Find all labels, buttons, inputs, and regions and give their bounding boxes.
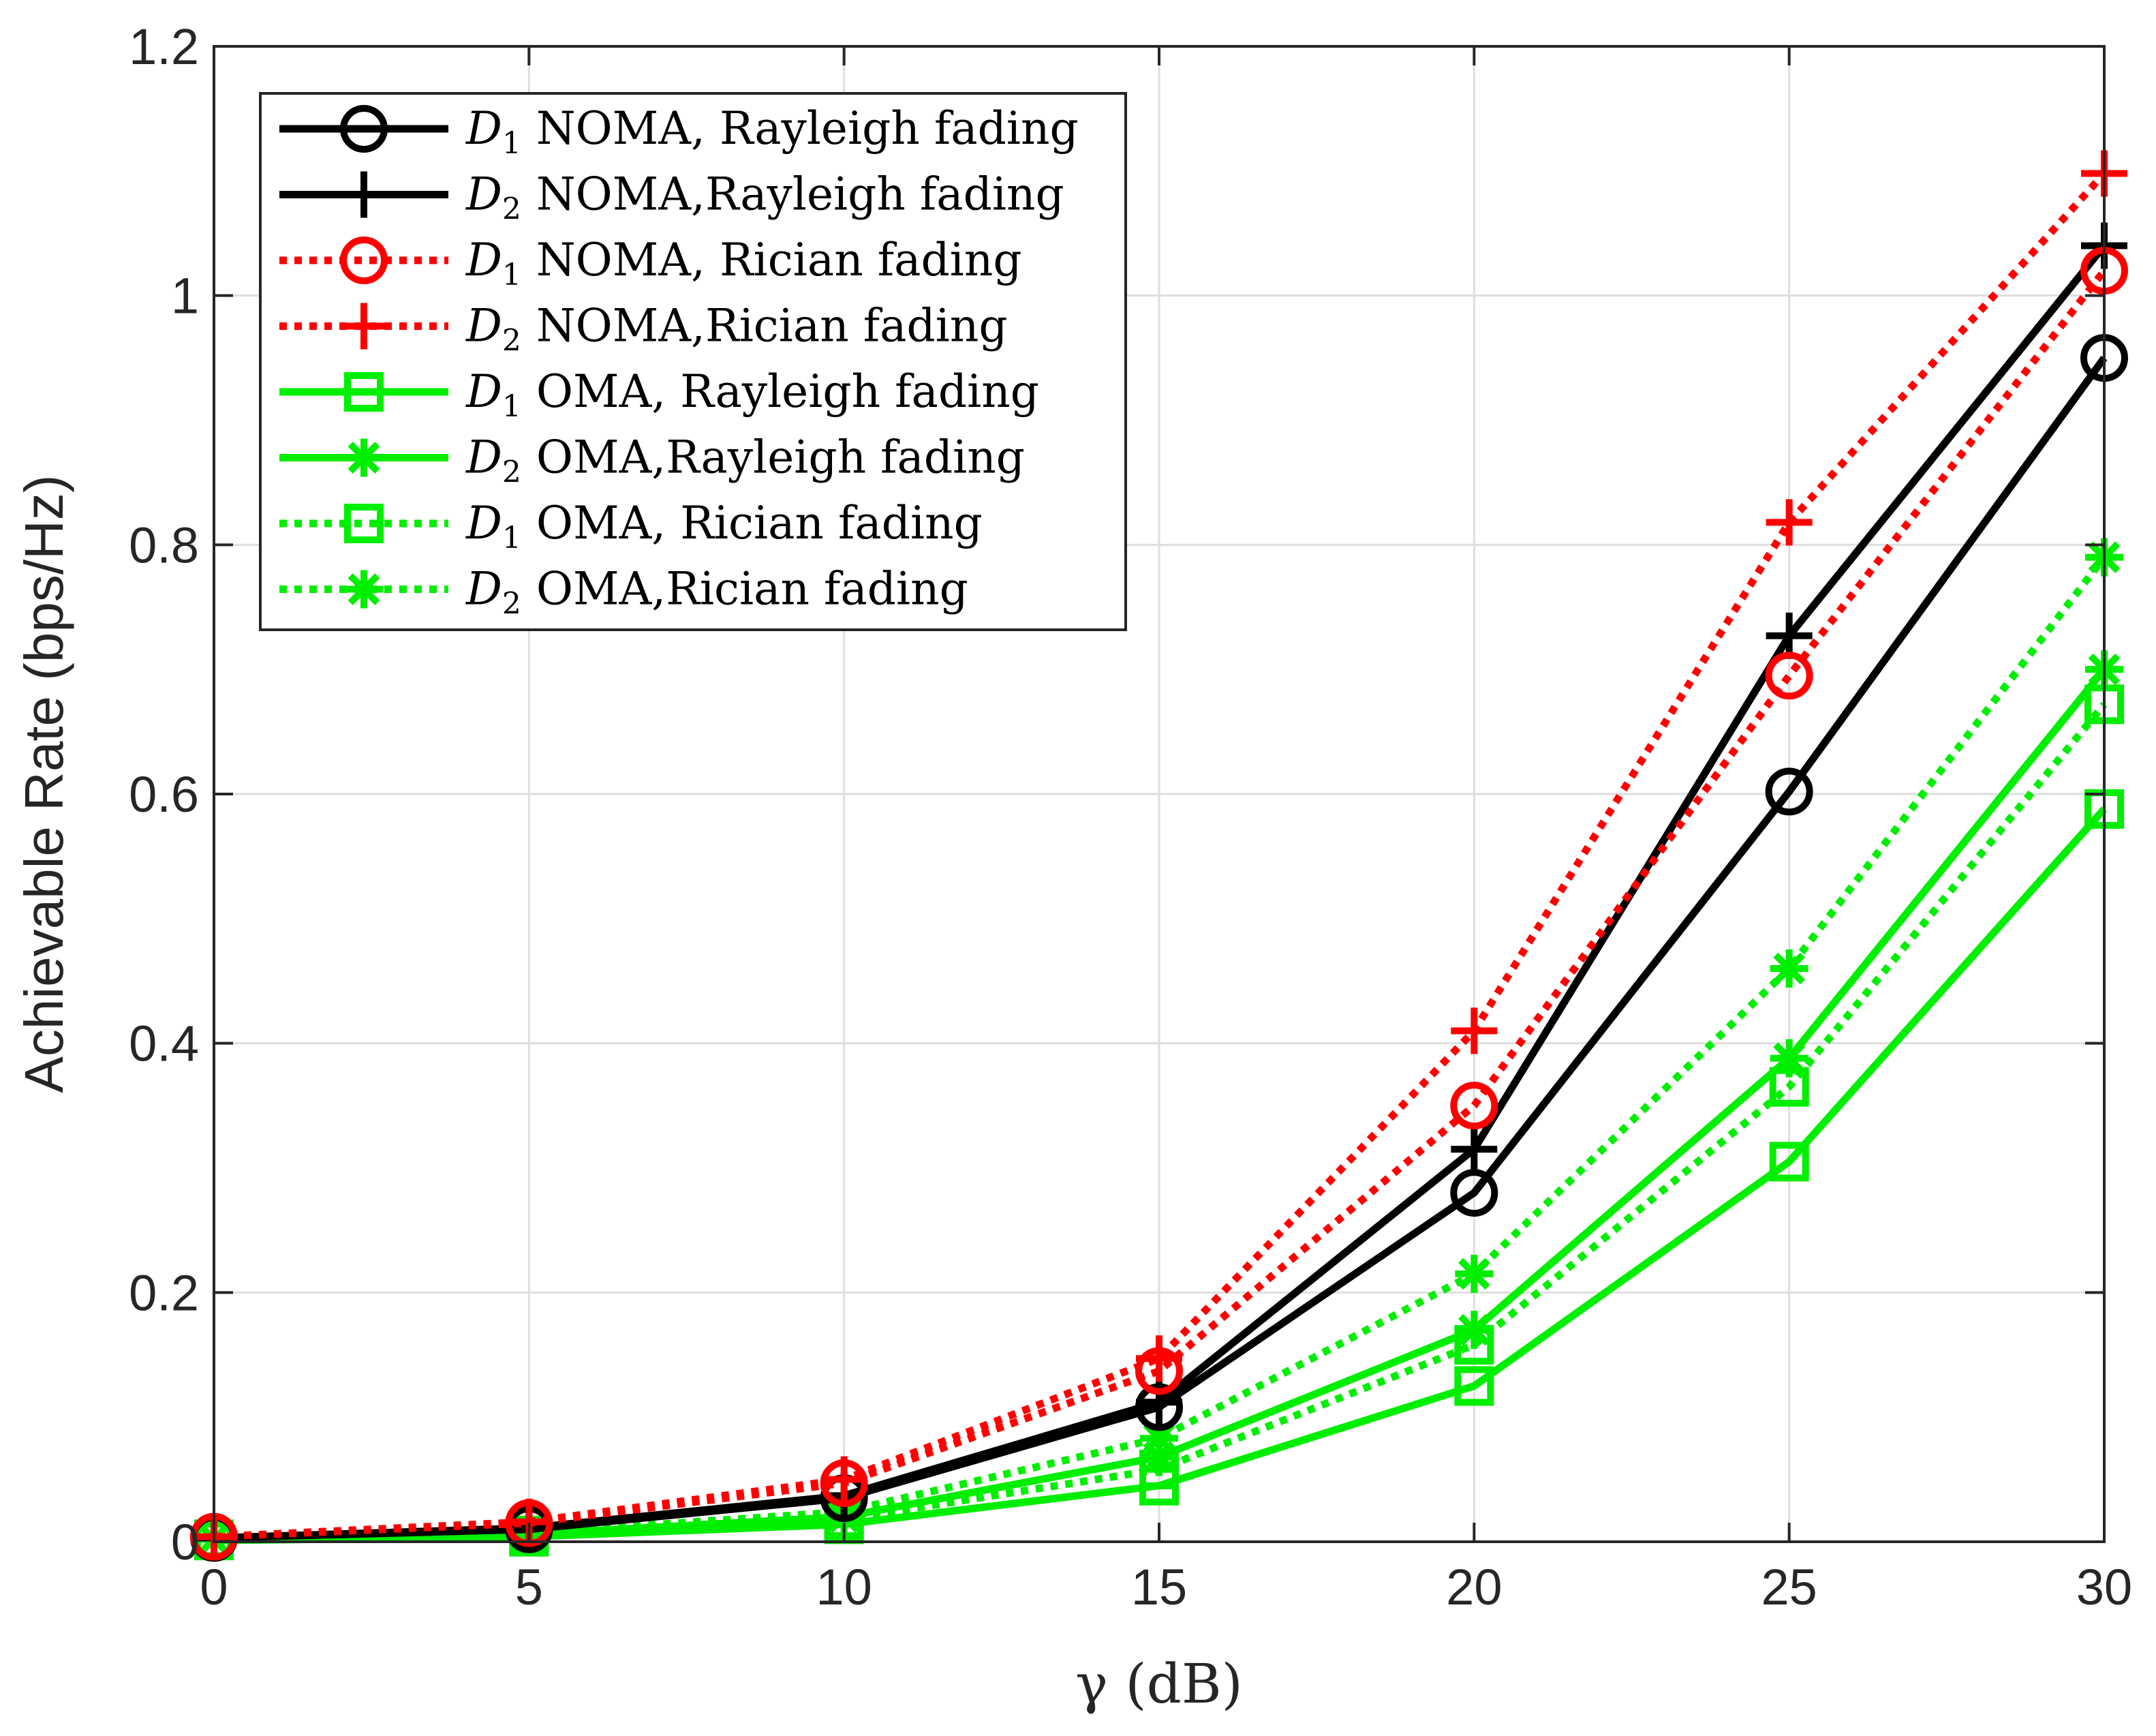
legend-var: D [465,497,502,549]
data-point-marker [1770,1039,1808,1078]
y-tick-label: 1.2 [129,18,199,75]
legend-entry: D2 OMA,Rician fading [279,563,968,622]
legend-subscript: 2 [502,455,521,490]
legend-entry: D1 NOMA, Rician fading [279,234,1022,292]
data-point-marker [1136,1335,1182,1382]
legend-text: OMA, Rician fading [536,497,983,549]
data-point-marker [1769,1142,1809,1182]
y-tick-label: 0.8 [129,517,199,573]
tick-labels: 0 5 10 15 20 25 30 0 0.2 0.4 0.6 0.8 1 1.2 [129,18,2132,1615]
legend-label: D2 NOMA,Rician fading [465,300,1008,359]
legend-var: D [465,234,502,286]
legend-subscript: 2 [502,324,521,359]
x-tick-label: 30 [2076,1559,2132,1615]
legend-text: NOMA, Rician fading [536,234,1022,286]
x-tick-label: 15 [1131,1559,1187,1615]
legend-text: NOMA, Rayleigh fading [536,102,1079,155]
data-point-marker [1455,1254,1494,1293]
legend-label: D1 OMA, Rician fading [465,497,983,555]
data-point-marker [1766,499,1813,546]
legend-text: OMA,Rayleigh fading [536,431,1025,484]
data-point-marker [1770,949,1808,988]
legend-marker [344,372,384,412]
x-axis-label: γ (dB) [1075,1652,1243,1716]
legend-entry: D2 NOMA,Rayleigh fading [279,168,1064,227]
x-tick-label: 0 [200,1559,228,1615]
x-tick-label: 25 [1761,1559,1817,1615]
legend-marker [345,438,383,477]
data-point-marker [1450,1082,1498,1130]
legend-label: D2 OMA,Rician fading [465,563,968,622]
data-point-marker [1136,1379,1182,1426]
legend-text: NOMA,Rayleigh fading [536,168,1064,221]
legend-marker [344,504,384,543]
legend-entry: D2 NOMA,Rician fading [279,300,1008,359]
y-tick-label: 1 [171,268,199,324]
data-point-marker [1140,1419,1178,1458]
legend-box [259,92,1127,631]
legend-subscript: 2 [502,192,521,227]
legend-var: D [465,563,502,615]
legend-marker [345,570,383,609]
legend-subscript: 1 [502,389,521,424]
data-point-marker [1765,767,1813,816]
legend-marker [340,237,388,284]
legend-text: OMA, Rayleigh fading [536,365,1039,418]
legend-var: D [465,168,502,221]
legend-subscript: 1 [502,521,521,555]
legend-text: OMA,Rician fading [536,563,968,615]
legend-entry: D2 OMA,Rayleigh fading [279,431,1025,490]
data-point-marker [1766,612,1813,659]
y-tick-label: 0 [171,1514,199,1570]
legend-entry: D1 OMA, Rayleigh fading [279,365,1039,424]
legend-label: D1 NOMA, Rayleigh fading [465,102,1079,161]
legend-subscript: 1 [502,126,521,161]
legend-text: NOMA,Rician fading [536,300,1008,352]
legend-marker [341,171,387,218]
data-point-marker [1769,1067,1809,1107]
legend-var: D [465,365,502,418]
legend-var: D [465,102,502,155]
data-point-marker [820,1456,867,1503]
legend-subscript: 1 [502,258,521,292]
axes [213,45,2106,1543]
legend-var: D [465,431,502,484]
legend-var: D [465,300,502,352]
legend-subscript: 2 [502,587,521,622]
data-point-marker [1454,1325,1494,1365]
y-tick-label: 0.4 [129,1016,199,1072]
x-tick-label: 5 [515,1559,543,1615]
data-point-marker [1451,1007,1498,1054]
data-point-marker [1451,1126,1498,1173]
legend-label: D2 OMA,Rayleigh fading [465,431,1025,490]
y-axis-label: Achievable Rate (bps/Hz) [14,474,74,1093]
y-tick-label: 0.2 [129,1264,199,1321]
legend-entry: D1 OMA, Rician fading [279,497,983,555]
legend-entry: D1 NOMA, Rayleigh fading [279,102,1079,161]
legend-label: D2 NOMA,Rayleigh fading [465,168,1064,227]
x-tick-label: 20 [1446,1559,1502,1615]
legend-marker [340,105,388,153]
y-tick-label: 0.6 [129,766,199,823]
legend-label: D1 NOMA, Rician fading [465,234,1022,292]
data-point-marker [1765,652,1813,700]
data-point-marker [1454,1366,1494,1406]
legend-marker [341,303,387,350]
x-tick-label: 10 [816,1559,872,1615]
legend-label: D1 OMA, Rayleigh fading [465,365,1039,424]
